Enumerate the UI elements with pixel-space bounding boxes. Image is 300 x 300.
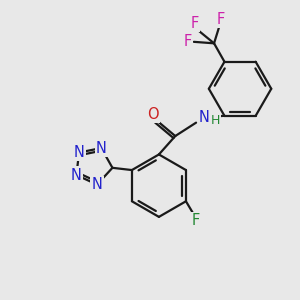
Text: N: N (71, 168, 82, 183)
Text: H: H (211, 114, 220, 127)
Text: N: N (92, 177, 103, 192)
Text: F: F (192, 213, 200, 228)
Text: N: N (74, 145, 85, 160)
Text: F: F (183, 34, 191, 49)
Text: N: N (96, 140, 107, 155)
Text: N: N (199, 110, 210, 125)
Text: F: F (217, 12, 225, 27)
Text: F: F (190, 16, 199, 31)
Text: O: O (148, 106, 159, 122)
